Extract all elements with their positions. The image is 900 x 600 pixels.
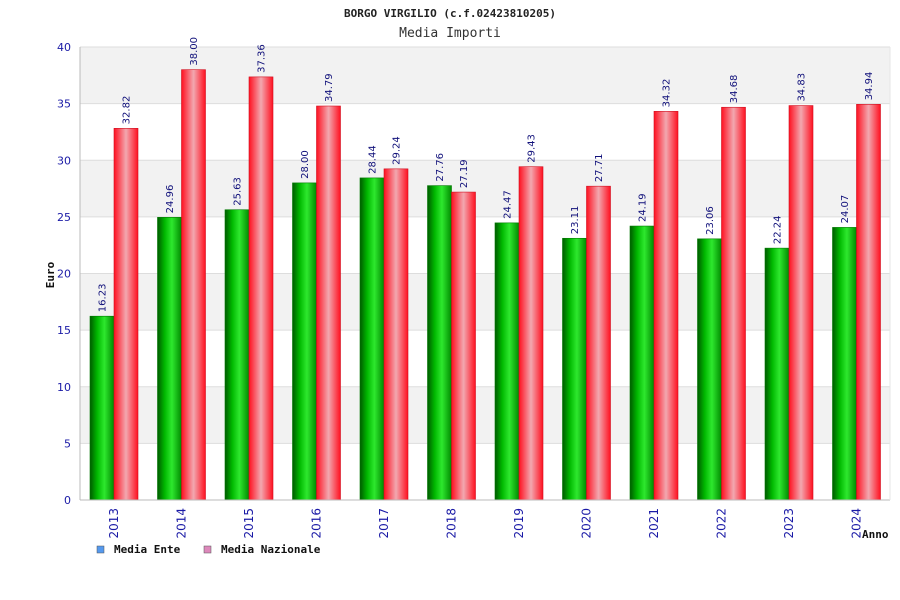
x-tick-label: 2023 [782, 508, 796, 539]
data-label-media-ente: 23.11 [570, 206, 581, 235]
bar-media-ente [224, 209, 250, 501]
y-axis-label: Euro [44, 261, 57, 288]
data-label-media-nazionale: 32.82 [122, 96, 133, 125]
x-tick-label: 2013 [107, 508, 121, 539]
bar-media-ente [89, 315, 115, 501]
data-label-media-ente: 24.96 [165, 185, 176, 214]
plot-band [80, 330, 890, 387]
bar-media-ente [359, 177, 385, 501]
x-tick-label: 2019 [512, 508, 526, 539]
plot-band [80, 47, 890, 104]
bar-media-ente [832, 227, 857, 501]
chart-subtitle: Media Importi [399, 26, 501, 41]
bar-media-ente [629, 225, 655, 501]
chart-title: BORGO VIRGILIO (c.f.02423810205) [344, 7, 556, 20]
plot-band [80, 103, 890, 161]
bar-media-nazionale [518, 166, 544, 501]
y-tick-label: 15 [57, 324, 71, 337]
bar-media-ente [157, 217, 182, 501]
x-ticks: 2013 2014 2015 2016 2017 2018 2019 2020 2021 2022… [107, 508, 864, 539]
bar-media-ente [494, 222, 520, 501]
plot-band [80, 443, 890, 500]
y-tick-label: 10 [57, 381, 71, 394]
data-label-media-nazionale: 34.94 [864, 72, 875, 101]
y-tick-label: 20 [57, 268, 71, 281]
x-tick-label: 2016 [310, 508, 324, 539]
axes [79, 47, 891, 501]
x-tick-label: 2021 [647, 508, 661, 539]
x-axis-label: Anno [862, 528, 889, 541]
data-label-media-ente: 25.63 [233, 177, 244, 206]
legend-swatch-media-nazionale [203, 545, 212, 554]
data-label-media-nazionale: 34.32 [662, 79, 673, 108]
x-tick-label: 2015 [242, 508, 256, 539]
y-tick-label: 35 [57, 98, 71, 111]
plot-band [80, 273, 890, 331]
data-label-media-nazionale: 29.24 [392, 136, 403, 165]
data-label-media-ente: 16.23 [98, 284, 109, 313]
data-label-media-ente: 28.00 [300, 150, 311, 179]
x-tick-label: 2014 [175, 508, 189, 539]
data-label-media-nazionale: 34.83 [797, 73, 808, 102]
y-tick-label: 5 [64, 437, 71, 450]
data-label-media-nazionale: 38.00 [189, 37, 200, 66]
data-label-media-ente: 24.07 [840, 195, 851, 224]
x-tick-label: 2024 [850, 508, 864, 539]
bar-media-ente [292, 182, 317, 501]
bar-media-nazionale [383, 168, 409, 501]
bar-media-nazionale [316, 105, 341, 501]
x-tick-label: 2022 [715, 508, 729, 539]
bars-group [89, 69, 881, 501]
legend-swatch-media-ente [96, 545, 105, 554]
legend-label-media-nazionale: Media Nazionale [221, 543, 321, 556]
legend: Media Ente Media Nazionale [96, 543, 321, 556]
bar-media-nazionale [788, 105, 814, 501]
y-tick-label: 25 [57, 211, 71, 224]
data-label-media-nazionale: 34.79 [324, 73, 335, 102]
y-ticks: 0 5 10 15 20 25 30 35 40 [57, 41, 71, 507]
bar-media-nazionale [586, 185, 611, 501]
data-label-media-nazionale: 27.19 [459, 159, 470, 188]
data-label-media-ente: 23.06 [705, 206, 716, 235]
y-tick-label: 30 [57, 154, 71, 167]
y-tick-label: 0 [64, 494, 71, 507]
bar-media-nazionale [248, 76, 274, 501]
data-label-media-ente: 28.44 [368, 145, 379, 174]
data-label-media-ente: 24.19 [638, 193, 649, 222]
y-tick-label: 40 [57, 41, 71, 54]
data-label-media-nazionale: 27.71 [594, 154, 605, 183]
bar-media-ente [562, 237, 587, 501]
plot-band [80, 216, 890, 274]
plot-background [80, 47, 890, 500]
data-label-media-ente: 22.24 [773, 215, 784, 244]
data-label-media-nazionale: 34.68 [729, 75, 740, 104]
x-tick-label: 2020 [580, 508, 594, 539]
bar-media-nazionale [653, 111, 679, 501]
x-tick-label: 2018 [445, 508, 459, 539]
x-tick-label: 2017 [377, 508, 391, 539]
data-label-media-nazionale: 29.43 [527, 134, 538, 163]
bar-media-nazionale [856, 104, 881, 501]
data-label-media-ente: 24.47 [503, 190, 514, 219]
legend-label-media-ente: Media Ente [114, 543, 181, 556]
data-label-media-ente: 27.76 [435, 153, 446, 182]
bar-media-nazionale [113, 128, 139, 501]
bar-media-nazionale [451, 191, 476, 501]
bar-media-ente [697, 238, 722, 501]
data-labels: 16.23 32.82 24.96 38.00 25.63 37.36 28.00 34.79… [98, 37, 876, 312]
bar-media-nazionale [181, 69, 206, 501]
plot-band [80, 386, 890, 444]
data-label-media-nazionale: 37.36 [257, 44, 268, 73]
bar-media-nazionale [721, 106, 746, 501]
plot-band [80, 160, 890, 217]
bar-media-ente [764, 247, 790, 501]
bar-media-ente [427, 185, 452, 501]
